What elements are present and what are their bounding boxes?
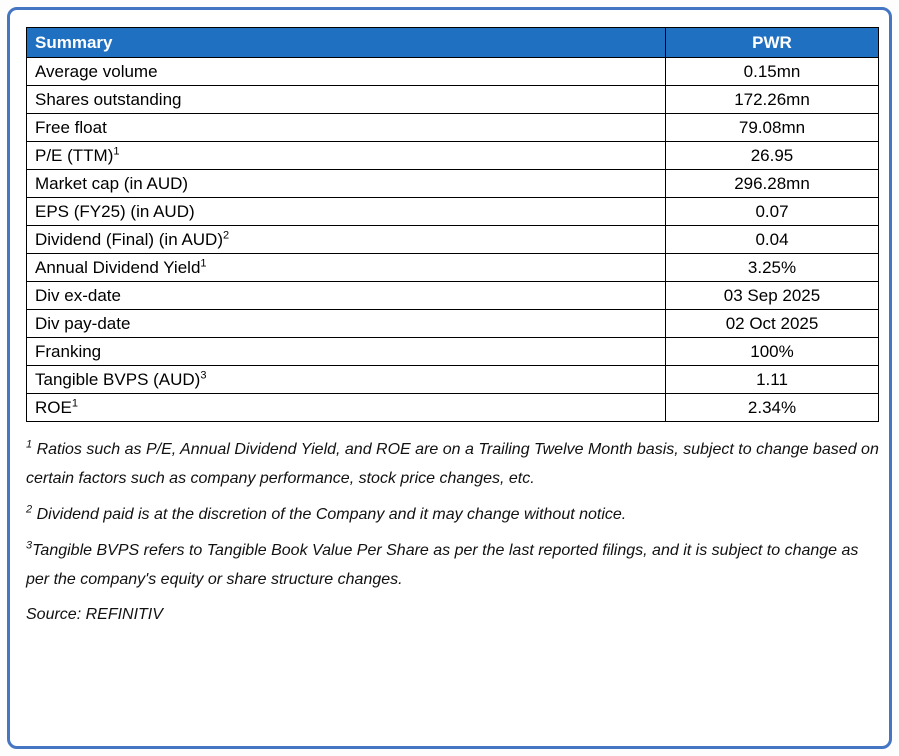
table-row: Tangible BVPS (AUD)3 1.11 bbox=[26, 365, 879, 394]
footnote-1: 1 Ratios such as P/E, Annual Dividend Yi… bbox=[26, 435, 879, 493]
row-value: 1.11 bbox=[665, 365, 879, 394]
table-row: Average volume 0.15mn bbox=[26, 57, 879, 86]
row-value: 0.15mn bbox=[665, 57, 879, 86]
table-row: Annual Dividend Yield1 3.25% bbox=[26, 253, 879, 282]
footnote-2: 2 Dividend paid is at the discretion of … bbox=[26, 500, 879, 529]
footnote-ref: 3 bbox=[200, 368, 207, 381]
table-row: Free float 79.08mn bbox=[26, 113, 879, 142]
row-label: Average volume bbox=[35, 61, 158, 81]
table-row: Div pay-date 02 Oct 2025 bbox=[26, 309, 879, 338]
row-label: Div ex-date bbox=[35, 285, 121, 305]
footnotes-section: 1 Ratios such as P/E, Annual Dividend Yi… bbox=[26, 435, 879, 627]
footnote-1-ref: 1 bbox=[26, 438, 33, 451]
row-value: 03 Sep 2025 bbox=[665, 281, 879, 310]
table-row: Div ex-date 03 Sep 2025 bbox=[26, 281, 879, 310]
document-frame: Summary PWR Average volume 0.15mn Shares… bbox=[7, 7, 892, 749]
row-value: 3.25% bbox=[665, 253, 879, 282]
footnote-2-text: Dividend paid is at the discretion of th… bbox=[36, 506, 627, 524]
row-value: 100% bbox=[665, 337, 879, 366]
table-row: Franking 100% bbox=[26, 337, 879, 366]
row-value: 296.28mn bbox=[665, 169, 879, 198]
row-label: P/E (TTM) bbox=[35, 145, 114, 165]
footnote-ref: 1 bbox=[200, 256, 207, 269]
footnote-3-text: Tangible BVPS refers to Tangible Book Va… bbox=[26, 542, 859, 589]
row-value: 02 Oct 2025 bbox=[665, 309, 879, 338]
table-row: Market cap (in AUD) 296.28mn bbox=[26, 169, 879, 198]
row-label: Annual Dividend Yield bbox=[35, 257, 201, 277]
ticker-column-header: PWR bbox=[665, 27, 879, 58]
footnote-1-text: Ratios such as P/E, Annual Dividend Yiel… bbox=[26, 441, 879, 488]
table-row: Shares outstanding 172.26mn bbox=[26, 85, 879, 114]
row-label: Tangible BVPS (AUD) bbox=[35, 369, 201, 389]
row-label: ROE bbox=[35, 397, 72, 417]
source-line: Source: REFINITIV bbox=[26, 605, 163, 623]
row-label: EPS (FY25) (in AUD) bbox=[35, 201, 195, 221]
footnote-ref: 1 bbox=[71, 396, 78, 409]
table-header-row: Summary PWR bbox=[26, 27, 879, 58]
footnote-3-ref: 3 bbox=[26, 540, 33, 552]
row-value: 26.95 bbox=[665, 141, 879, 170]
summary-table: Summary PWR Average volume 0.15mn Shares… bbox=[26, 27, 879, 422]
row-label: Dividend (Final) (in AUD) bbox=[35, 229, 223, 249]
row-value: 0.04 bbox=[665, 225, 879, 254]
footnote-ref: 1 bbox=[113, 144, 120, 157]
footnote-2-ref: 2 bbox=[26, 503, 33, 516]
row-value: 0.07 bbox=[665, 197, 879, 226]
table-row: EPS (FY25) (in AUD) 0.07 bbox=[26, 197, 879, 226]
row-label: Free float bbox=[35, 117, 107, 137]
table-row: P/E (TTM)1 26.95 bbox=[26, 141, 879, 170]
row-value: 2.34% bbox=[665, 393, 879, 422]
row-label: Franking bbox=[35, 341, 102, 361]
row-label: Div pay-date bbox=[35, 313, 131, 333]
footnote-ref: 2 bbox=[223, 228, 230, 241]
row-label: Market cap (in AUD) bbox=[35, 173, 189, 193]
table-row: ROE1 2.34% bbox=[26, 393, 879, 422]
table-title: Summary bbox=[26, 27, 666, 58]
row-value: 79.08mn bbox=[665, 113, 879, 142]
footnote-3: 3Tangible BVPS refers to Tangible Book V… bbox=[26, 536, 879, 594]
table-row: Dividend (Final) (in AUD)2 0.04 bbox=[26, 225, 879, 254]
row-label: Shares outstanding bbox=[35, 89, 182, 109]
row-value: 172.26mn bbox=[665, 85, 879, 114]
